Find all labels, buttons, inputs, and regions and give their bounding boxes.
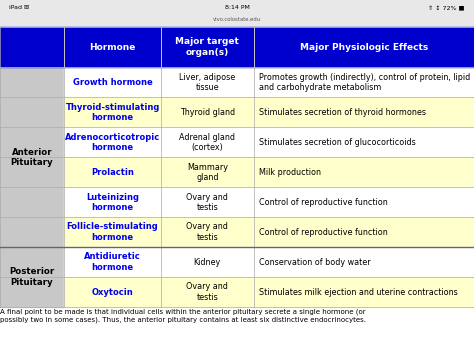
Bar: [64, 187, 474, 217]
Text: Oxytocin: Oxytocin: [91, 288, 134, 296]
Text: Posterior
Pituitary: Posterior Pituitary: [9, 267, 55, 287]
Text: iPad ✉: iPad ✉: [9, 5, 30, 11]
Text: Control of reproductive function: Control of reproductive function: [259, 198, 388, 207]
Text: Stimulates milk ejection and uterine contractions: Stimulates milk ejection and uterine con…: [259, 288, 458, 296]
Text: Mammary
gland: Mammary gland: [187, 163, 228, 182]
Text: Thyroid-stimulating
hormone: Thyroid-stimulating hormone: [65, 103, 160, 122]
Text: ⇑ ↕ 72% ■: ⇑ ↕ 72% ■: [428, 5, 465, 11]
Bar: [0, 217, 64, 247]
Bar: [64, 247, 474, 277]
Text: Control of reproductive function: Control of reproductive function: [259, 228, 388, 237]
Text: Antidiuretic
hormone: Antidiuretic hormone: [84, 252, 141, 272]
Bar: [0, 0, 474, 27]
Text: Ovary and
testis: Ovary and testis: [186, 223, 228, 242]
Text: Growth hormone: Growth hormone: [73, 78, 153, 87]
Text: Follicle-stimulating
hormone: Follicle-stimulating hormone: [67, 223, 158, 242]
Text: Milk production: Milk production: [259, 168, 321, 177]
Text: Thyroid gland: Thyroid gland: [180, 108, 235, 117]
Text: Adrenal gland
(cortex): Adrenal gland (cortex): [179, 133, 236, 152]
Bar: [0, 97, 64, 127]
Bar: [0, 247, 64, 277]
Text: Major target
organ(s): Major target organ(s): [175, 37, 239, 57]
Bar: [64, 67, 474, 97]
Bar: [64, 277, 474, 307]
Text: Anterior
Pituitary: Anterior Pituitary: [11, 148, 53, 167]
Text: Ovary and
testis: Ovary and testis: [186, 192, 228, 212]
Text: Adrenocorticotropic
hormone: Adrenocorticotropic hormone: [65, 133, 160, 152]
Bar: [0, 277, 64, 307]
Text: A final point to be made is that individual cells within the anterior pituitary : A final point to be made is that individ…: [0, 309, 366, 323]
Bar: [0, 27, 474, 67]
Text: Stimulates secretion of thyroid hormones: Stimulates secretion of thyroid hormones: [259, 108, 426, 117]
Text: Major Physiologic Effects: Major Physiologic Effects: [300, 43, 428, 51]
Text: vivo.colostate.edu: vivo.colostate.edu: [213, 17, 261, 22]
Text: Kidney: Kidney: [194, 258, 221, 267]
Bar: [64, 97, 474, 127]
Bar: [0, 157, 64, 187]
Bar: [64, 217, 474, 247]
Text: Ovary and
testis: Ovary and testis: [186, 282, 228, 302]
Bar: [0, 187, 64, 217]
Text: 8:14 PM: 8:14 PM: [225, 5, 249, 10]
Text: Stimulates secretion of glucocorticoids: Stimulates secretion of glucocorticoids: [259, 138, 416, 147]
Text: Conservation of body water: Conservation of body water: [259, 258, 371, 267]
Bar: [0, 127, 64, 157]
Bar: [64, 157, 474, 187]
Bar: [0, 67, 64, 97]
Text: Liver, adipose
tissue: Liver, adipose tissue: [179, 73, 236, 92]
Text: Luteinizing
hormone: Luteinizing hormone: [86, 192, 139, 212]
Bar: [64, 127, 474, 157]
Text: Prolactin: Prolactin: [91, 168, 134, 177]
Text: Promotes growth (indirectly), control of protein, lipid
and carbohydrate metabol: Promotes growth (indirectly), control of…: [259, 73, 471, 92]
Text: Hormone: Hormone: [90, 43, 136, 51]
